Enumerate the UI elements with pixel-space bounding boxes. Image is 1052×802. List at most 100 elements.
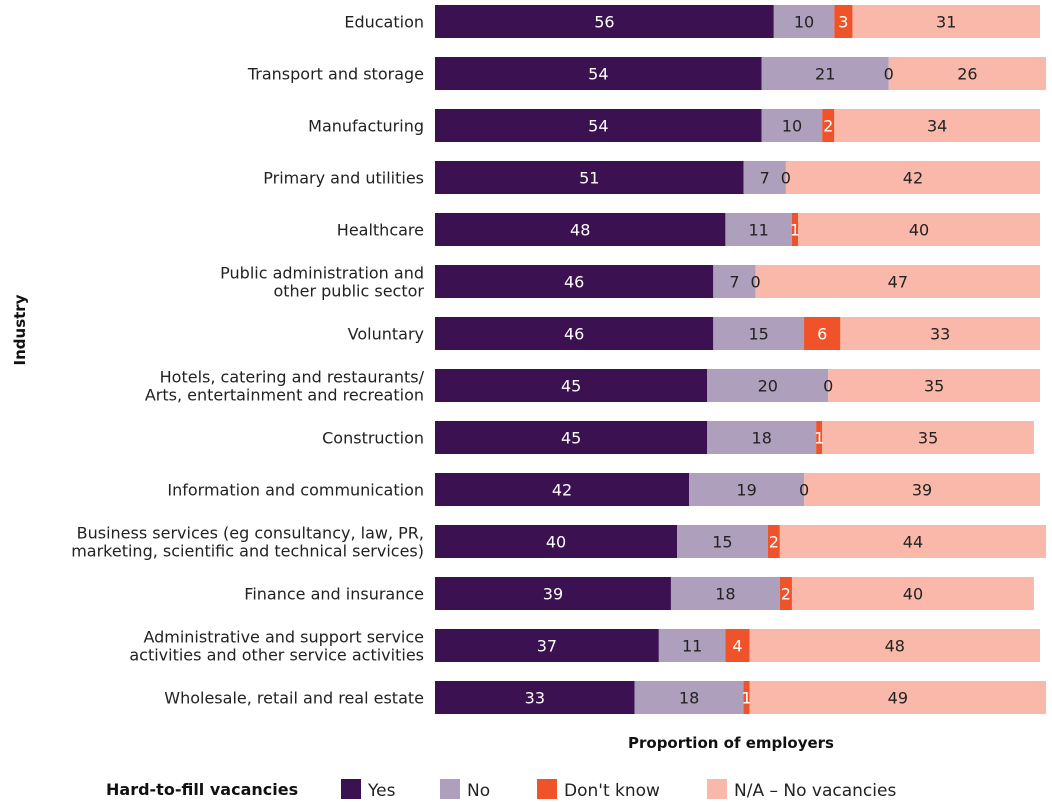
bar-value-label: 15 — [748, 325, 768, 344]
bar-value-label: 54 — [588, 117, 608, 136]
legend-swatch — [707, 779, 727, 799]
bar-value-label: 19 — [736, 481, 756, 500]
bar-value-label: 2 — [823, 117, 833, 136]
legend: Hard-to-fill vacancies Yes No Don't know N/… — [106, 779, 896, 801]
category-label: Construction — [322, 429, 424, 448]
bar-segment — [435, 577, 671, 610]
category-label: Administrative and support service activi… — [129, 628, 424, 665]
bar-segment — [785, 161, 1040, 194]
bar-value-label: 48 — [570, 221, 590, 240]
bar-segment — [761, 57, 889, 90]
bar-value-label: 0 — [884, 65, 894, 84]
bar-value-label: 1 — [790, 221, 800, 240]
bar-value-label: 34 — [927, 117, 947, 136]
bar-value-label: 47 — [888, 273, 908, 292]
legend-label: N/A – No vacancies — [734, 781, 896, 801]
x-axis-title: Proportion of employers — [628, 734, 834, 752]
bar-segment — [834, 5, 853, 38]
category-label: Information and communication — [167, 481, 424, 500]
bar-segment — [435, 525, 677, 558]
bar-value-label: 0 — [799, 481, 809, 500]
bar-segment — [435, 5, 774, 38]
bar-segment — [713, 317, 805, 350]
bar-value-label: 54 — [588, 65, 608, 84]
bar-value-label: 18 — [752, 429, 772, 448]
category-label: Manufacturing — [308, 117, 424, 136]
category-label-line: Wholesale, retail and real estate — [164, 689, 424, 708]
bar-value-label: 40 — [909, 221, 929, 240]
bar-value-label: 37 — [537, 637, 557, 656]
bar-segment — [658, 629, 726, 662]
bars — [435, 5, 1047, 714]
bar-value-label: 10 — [794, 13, 814, 32]
category-label-line: Administrative and support service — [143, 628, 424, 647]
bar-segment — [634, 681, 744, 714]
bar-segment — [779, 525, 1047, 558]
bar-value-label: 3 — [838, 13, 848, 32]
bar-value-label: 0 — [751, 273, 761, 292]
legend-label: Don't know — [564, 781, 660, 801]
legend-swatch — [537, 779, 557, 799]
category-label: Wholesale, retail and real estate — [164, 689, 424, 708]
category-label: Voluntary — [348, 325, 424, 344]
bar-value-label: 48 — [885, 637, 905, 656]
legend-swatch — [341, 779, 361, 799]
bar-segment — [816, 421, 823, 454]
bar-segment — [670, 577, 780, 610]
bar-segment — [755, 265, 1040, 298]
bar-value-label: 18 — [679, 689, 699, 708]
category-label-line: Finance and insurance — [244, 585, 424, 604]
bar-value-label: 45 — [561, 377, 581, 396]
bar-segment — [798, 213, 1040, 246]
category-label-line: Primary and utilities — [263, 169, 424, 188]
bar-value-label: 11 — [682, 637, 702, 656]
legend-label: No — [467, 781, 490, 801]
bar-segment — [773, 5, 835, 38]
bar-segment — [743, 161, 786, 194]
bar-segment — [804, 473, 1040, 506]
bar-value-label: 33 — [930, 325, 950, 344]
bar-value-label: 46 — [564, 273, 584, 292]
bar-value-label: 10 — [782, 117, 802, 136]
bar-value-label: 26 — [957, 65, 977, 84]
bar-segment — [822, 109, 835, 142]
bar-value-label: 2 — [781, 585, 791, 604]
category-label-line: Manufacturing — [308, 117, 424, 136]
bar-segment — [834, 109, 1040, 142]
bar-segment — [435, 57, 762, 90]
bar-segment — [435, 421, 708, 454]
bar-value-label: 35 — [918, 429, 938, 448]
category-label-line: Information and communication — [167, 481, 424, 500]
bar-segment — [435, 369, 708, 402]
bar-value-label: 20 — [758, 377, 778, 396]
category-label-line: Healthcare — [337, 221, 424, 240]
bar-value-label: 33 — [525, 689, 545, 708]
bar-segment — [743, 681, 750, 714]
bar-value-label: 11 — [748, 221, 768, 240]
bar-value-label: 1 — [814, 429, 824, 448]
category-label: Business services (eg consultancy, law, … — [71, 524, 424, 561]
bar-value-label: 18 — [715, 585, 735, 604]
bar-value-label: 21 — [815, 65, 835, 84]
category-label: Hotels, catering and restaurants/Arts, e… — [145, 368, 425, 405]
bar-segment — [435, 161, 744, 194]
category-label-line: Transport and storage — [247, 65, 424, 84]
bar-segment — [435, 473, 690, 506]
bar-segment — [435, 317, 714, 350]
y-axis-title: Industry — [11, 294, 29, 365]
category-label: Education — [344, 13, 424, 32]
bar-segment — [822, 421, 1034, 454]
bar-segment — [791, 213, 798, 246]
bar-value-label: 0 — [823, 377, 833, 396]
bar-value-label: 15 — [712, 533, 732, 552]
legend-label: Yes — [367, 781, 396, 801]
bar-value-label: 1 — [741, 689, 751, 708]
category-label: Public administration and other public se… — [220, 264, 424, 301]
bar-segment — [749, 629, 1040, 662]
legend-swatch — [440, 779, 460, 799]
bar-segment — [725, 629, 750, 662]
bar-value-label: 51 — [579, 169, 599, 188]
bar-segment — [828, 369, 1040, 402]
